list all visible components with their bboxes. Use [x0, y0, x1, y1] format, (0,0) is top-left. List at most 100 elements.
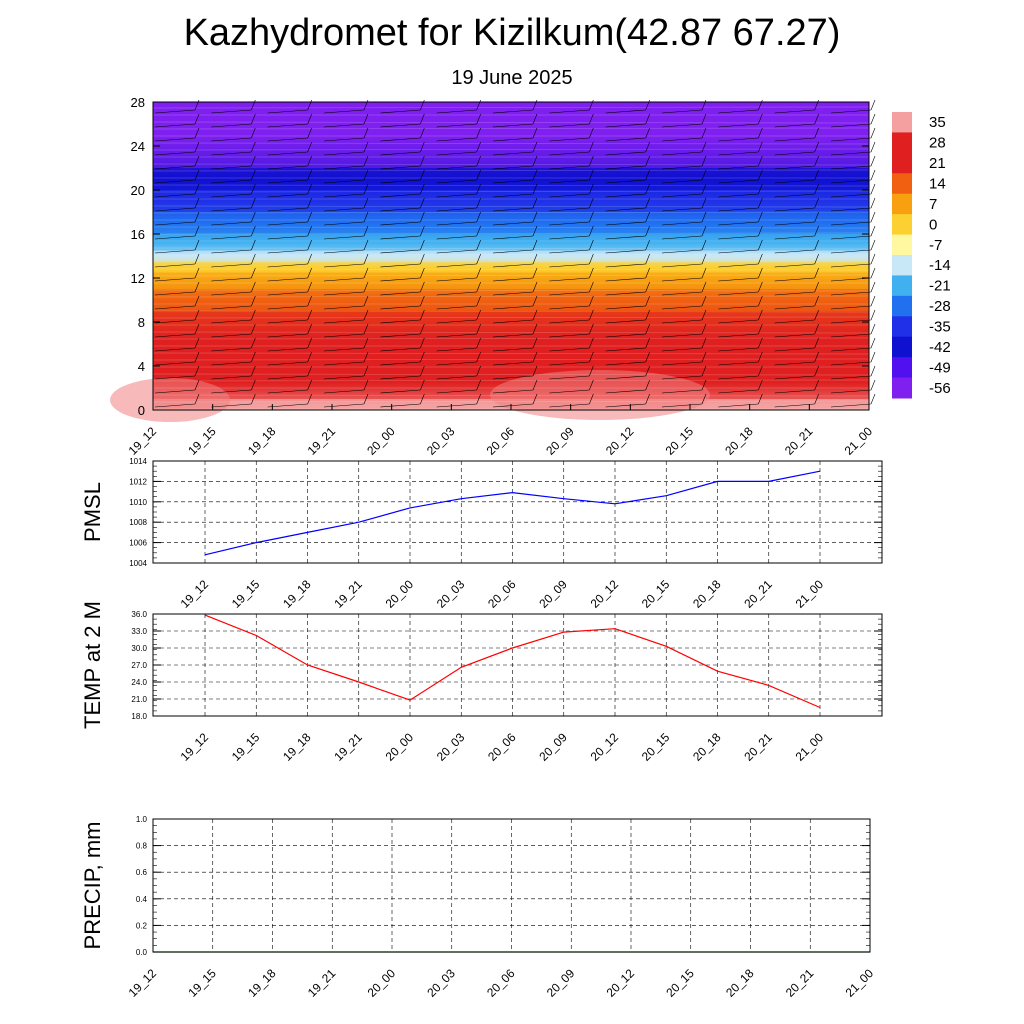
heatmap-warm-core — [110, 378, 230, 422]
wind-barb — [267, 305, 308, 310]
x-tick-label: 19_18 — [280, 577, 314, 611]
wind-barb — [380, 305, 421, 310]
wind-barb-flag — [251, 309, 256, 321]
y-tick-label: 24.0 — [131, 678, 147, 687]
wind-barb-flag — [870, 337, 876, 349]
wind-barb-flag — [532, 267, 538, 279]
wind-barb — [436, 179, 477, 184]
wind-barb — [774, 179, 815, 184]
wind-barb-flag — [476, 365, 481, 377]
wind-barb — [830, 151, 872, 156]
wind-barb-flag — [589, 281, 594, 293]
wind-barb — [774, 207, 815, 212]
wind-barb-flag — [701, 379, 707, 391]
colorbar-swatch — [892, 295, 912, 317]
y-axis-label: PMSL — [80, 482, 105, 542]
wind-barb — [718, 389, 759, 394]
x-tick-label: 20_09 — [536, 730, 570, 764]
wind-barb — [436, 109, 477, 114]
wind-barb-flag — [194, 337, 200, 349]
x-tick-label: 20_12 — [588, 577, 622, 611]
colorbar-label: 35 — [929, 114, 946, 131]
wind-barb-flag — [814, 365, 819, 377]
wind-barb — [718, 137, 759, 142]
wind-barb-flag — [645, 267, 650, 279]
wind-barb-flag — [307, 127, 312, 139]
wind-barb — [661, 305, 703, 310]
wind-barb-flag — [870, 379, 876, 391]
wind-barb — [323, 305, 365, 310]
wind-barb-flag — [420, 281, 425, 293]
y-tick-label: 20 — [131, 183, 145, 198]
colorbar-swatch — [892, 357, 912, 379]
wind-barb — [661, 333, 703, 338]
wind-barb — [718, 305, 759, 310]
y-tick-label: 18.0 — [131, 712, 147, 721]
wind-barb-flag — [307, 365, 312, 377]
x-tick-label: 20_03 — [434, 730, 468, 764]
wind-barb — [774, 403, 815, 408]
x-tick-label: 20_06 — [484, 966, 518, 1000]
contour-line — [152, 373, 870, 376]
wind-barb — [605, 347, 646, 352]
x-tick-label: 20_21 — [782, 424, 816, 458]
wind-barb — [436, 137, 477, 142]
wind-barb-flag — [814, 169, 819, 181]
wind-barb — [436, 165, 477, 170]
wind-barb-flag — [814, 267, 819, 279]
wind-barb — [605, 389, 646, 394]
wind-barb — [436, 249, 477, 254]
wind-barb-flag — [476, 267, 481, 279]
wind-barb — [774, 193, 815, 198]
wind-barb-flag — [532, 211, 538, 223]
x-tick-label: 20_21 — [783, 966, 817, 1000]
wind-barb — [830, 305, 872, 310]
wind-barb-flag — [420, 211, 425, 223]
wind-barb-flag — [251, 155, 256, 167]
wind-barb — [154, 347, 196, 352]
colorbar-label: -21 — [929, 278, 951, 295]
wind-barb-flag — [307, 337, 312, 349]
wind-barb-flag — [589, 323, 594, 335]
wind-barb — [211, 403, 252, 408]
wind-barb-flag — [758, 379, 763, 391]
wind-barb-flag — [476, 295, 481, 307]
wind-barb-flag — [420, 393, 425, 405]
wind-barb-flag — [420, 197, 425, 209]
wind-barb — [718, 291, 759, 296]
wind-barb — [436, 389, 477, 394]
wind-barb — [661, 137, 703, 142]
wind-barb — [380, 249, 421, 254]
wind-barb-flag — [251, 169, 256, 181]
wind-barb — [154, 207, 196, 212]
wind-barb-flag — [645, 253, 650, 265]
wind-barb — [492, 221, 534, 226]
wind-barb — [492, 347, 534, 352]
y-tick-label: 0.6 — [136, 868, 148, 877]
wind-barb — [661, 277, 703, 282]
wind-barb — [549, 347, 590, 352]
contour-line — [152, 352, 870, 355]
y-tick-label: 24 — [131, 139, 145, 154]
x-tick-label: 19_18 — [245, 966, 279, 1000]
wind-barb — [380, 389, 421, 394]
wind-barb-flag — [758, 295, 763, 307]
wind-barb-flag — [870, 155, 876, 167]
wind-barb-flag — [251, 141, 256, 153]
x-tick-label: 19_15 — [229, 577, 263, 611]
wind-barb — [774, 333, 815, 338]
wind-barb-flag — [701, 183, 707, 195]
wind-barb-flag — [645, 281, 650, 293]
wind-barb-flag — [870, 239, 876, 251]
wind-barb-flag — [194, 197, 200, 209]
wind-barb — [774, 277, 815, 282]
wind-barb — [267, 403, 308, 408]
x-tick-label: 19_12 — [178, 577, 212, 611]
wind-barb-flag — [814, 127, 819, 139]
wind-barb-flag — [870, 365, 876, 377]
contour-line — [152, 358, 870, 361]
x-tick-label: 19_21 — [331, 730, 365, 764]
wind-barb-flag — [532, 309, 538, 321]
wind-barb — [830, 123, 872, 128]
wind-barb-flag — [758, 323, 763, 335]
